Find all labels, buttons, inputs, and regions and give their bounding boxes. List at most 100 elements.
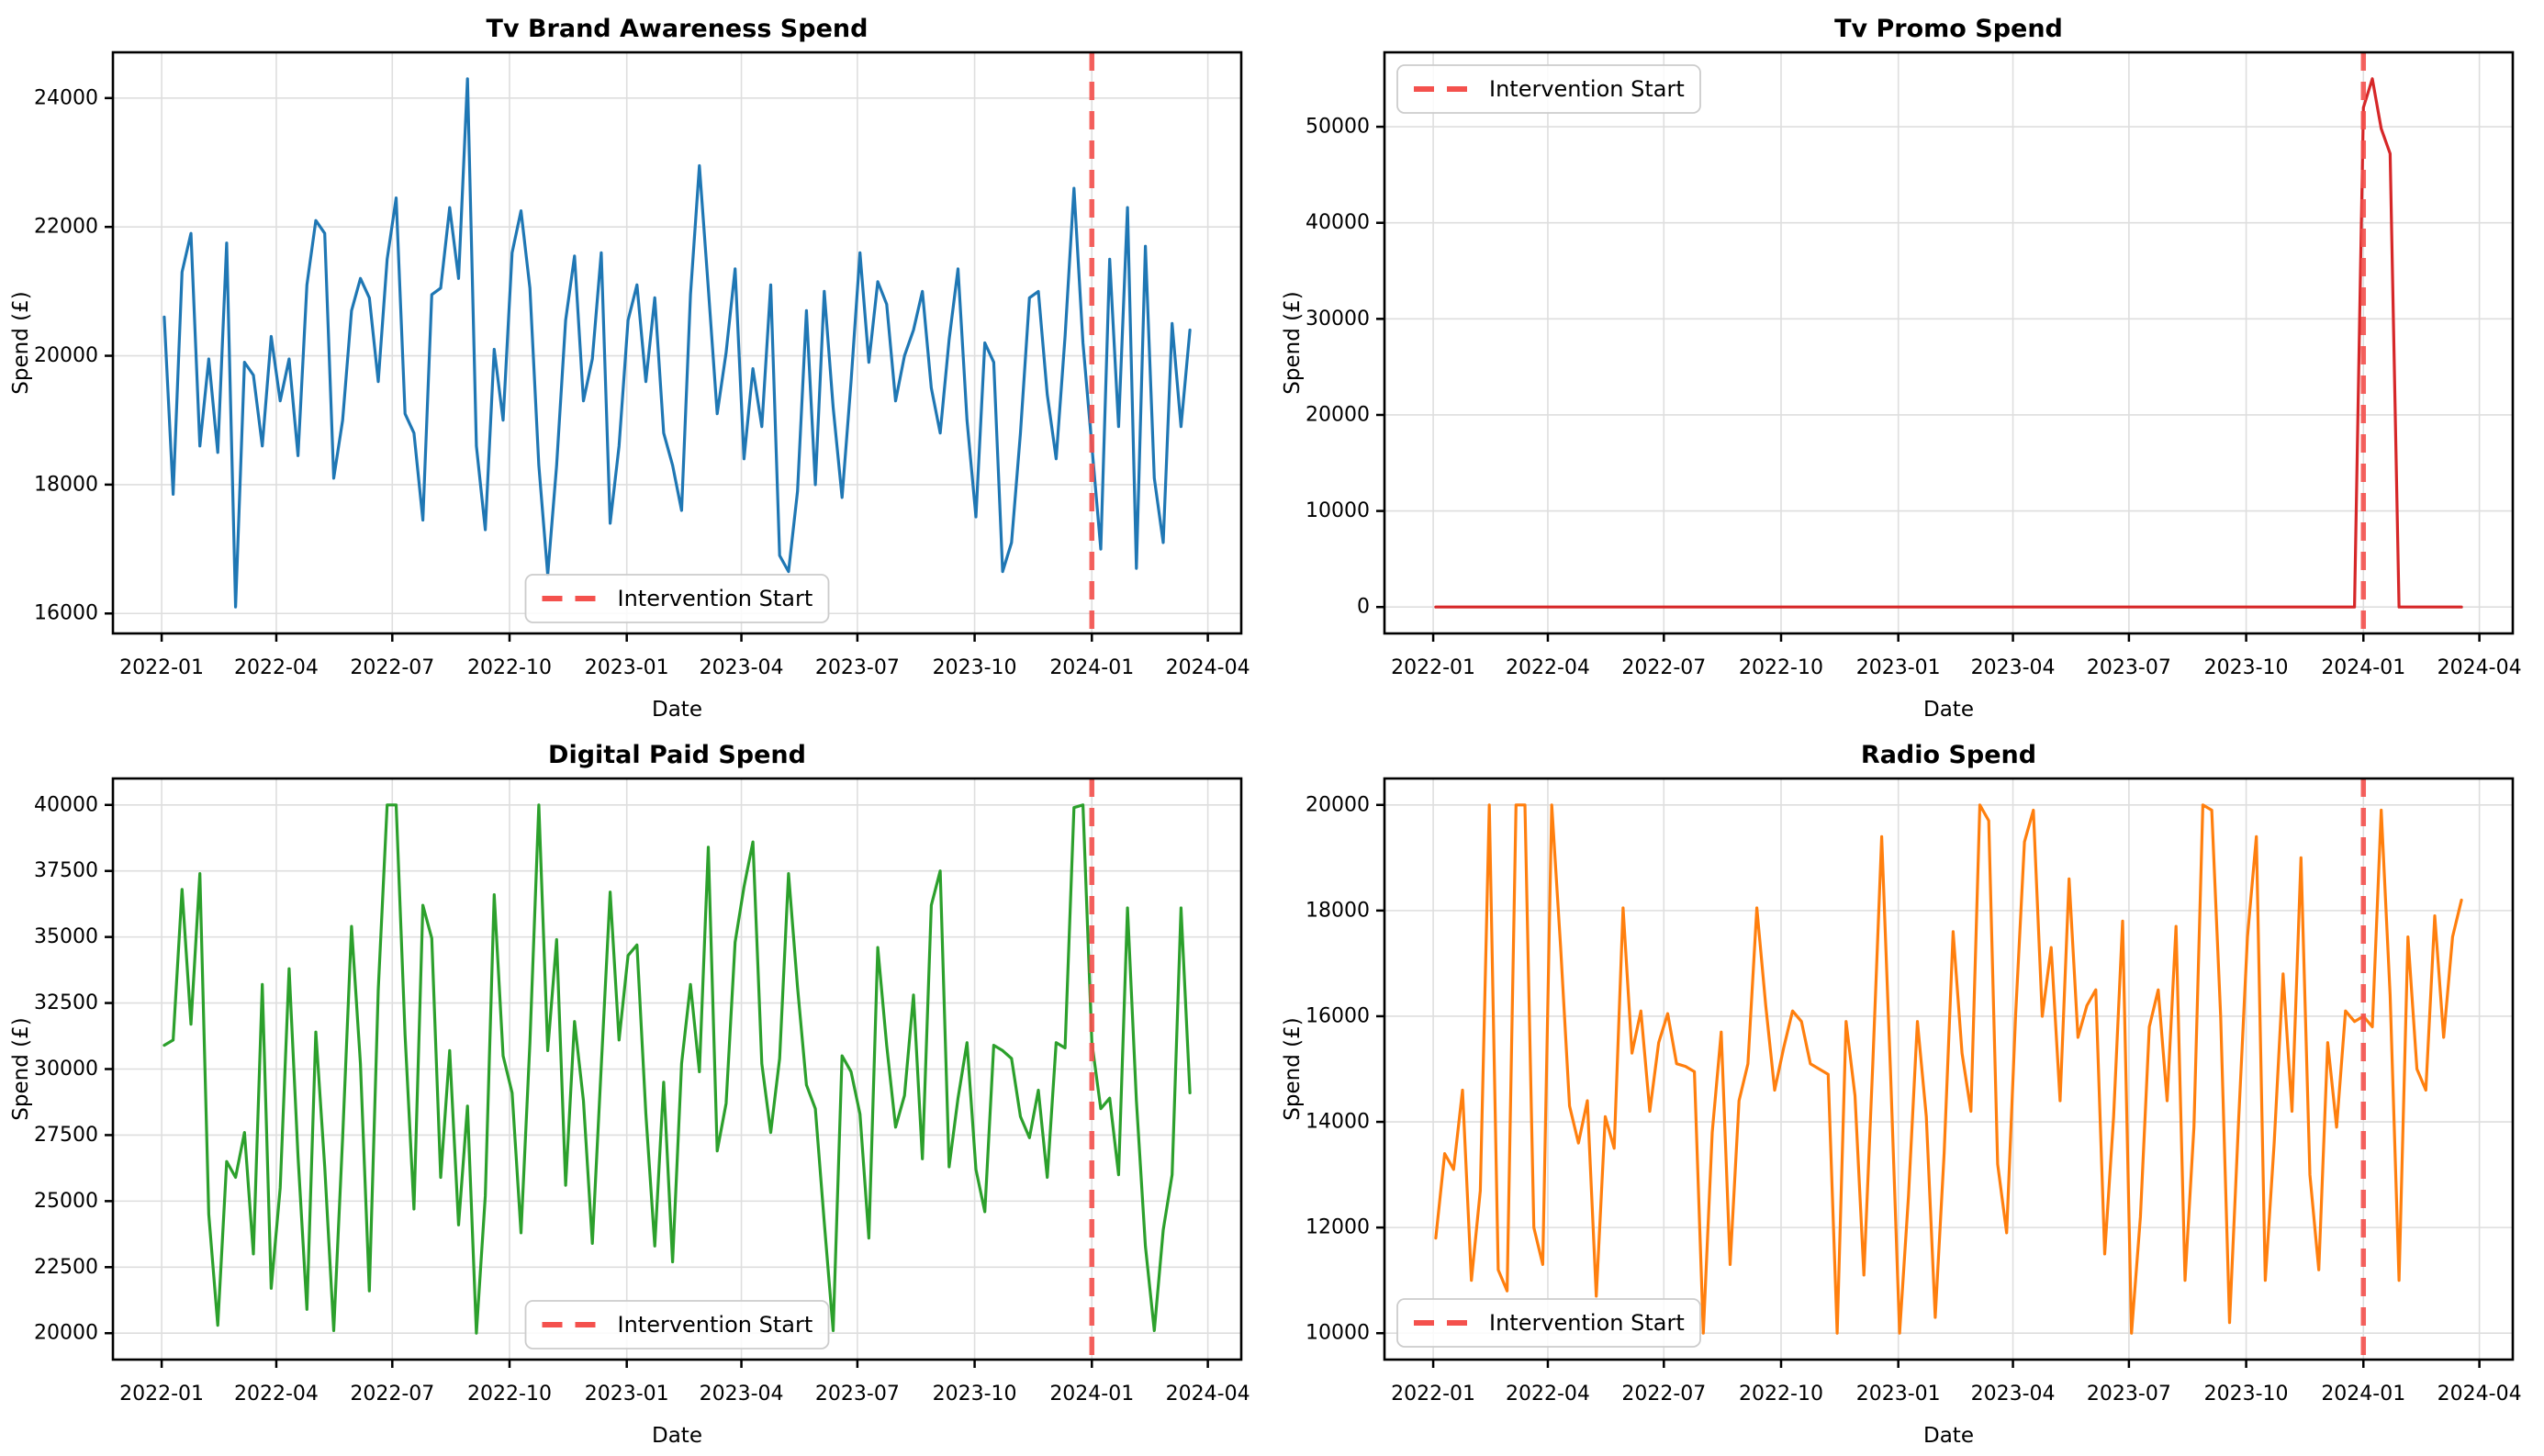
x-tick-label: 2024-04 xyxy=(2438,656,2522,679)
y-tick-label: 16000 xyxy=(1306,1004,1370,1027)
x-tick-label: 2023-04 xyxy=(700,656,784,679)
legend: Intervention Start xyxy=(524,1300,830,1350)
chart-title: Radio Spend xyxy=(1861,741,2036,769)
x-axis-label: Date xyxy=(652,698,702,722)
y-tick-label: 20000 xyxy=(34,344,98,367)
legend: Intervention Start xyxy=(1396,1298,1701,1348)
x-tick-label: 2023-10 xyxy=(933,656,1017,679)
chart-tv-promo-spend: 2022-01 2022-04 2022-07 2022-10 2023-01 2023-… xyxy=(1281,15,2522,722)
x-tick-label: 2023-01 xyxy=(585,1383,669,1406)
legend: Intervention Start xyxy=(1396,64,1701,114)
x-tick-label: 2024-04 xyxy=(2438,1383,2522,1406)
x-axis-label: Date xyxy=(1923,698,1974,722)
x-tick-label: 2022-10 xyxy=(467,1383,552,1406)
grid xyxy=(1384,52,2513,633)
x-tick-label: 2024-04 xyxy=(1166,656,1250,679)
x-tick-label: 2022-10 xyxy=(1739,1383,1823,1406)
ticks xyxy=(1376,803,2481,1368)
y-tick-label: 40000 xyxy=(1306,211,1370,234)
chart-cell-tv-brand-awareness: 2022-01 2022-04 2022-07 2022-10 2023-01 2023-… xyxy=(0,0,1272,726)
y-tick-label: 16000 xyxy=(34,602,98,625)
x-tick-label: 2022-04 xyxy=(1506,1383,1590,1406)
y-tick-label: 22000 xyxy=(34,216,98,239)
legend-box xyxy=(524,1300,830,1350)
plot-border xyxy=(111,50,1243,635)
series-line xyxy=(1434,77,2463,609)
y-tick-label: 27500 xyxy=(34,1124,98,1147)
x-tick-label: 2022-01 xyxy=(1391,1383,1475,1406)
chart-tv-brand-awareness-spend: 2022-01 2022-04 2022-07 2022-10 2023-01 2023-… xyxy=(9,15,1250,722)
chart-title: Tv Promo Spend xyxy=(1834,15,2063,43)
y-tick-label: 30000 xyxy=(1306,308,1370,330)
y-axis-label: Spend (£) xyxy=(1281,291,1305,394)
x-tick-label: 2022-07 xyxy=(1621,1383,1706,1406)
x-tick-label: 2022-01 xyxy=(119,1383,204,1406)
x-tick-label: 2023-01 xyxy=(585,656,669,679)
chart-cell-radio: 2022-01 2022-04 2022-07 2022-10 2023-01 2023-… xyxy=(1272,726,2544,1452)
x-axis-label: Date xyxy=(1923,1424,1974,1448)
x-tick-label: 2023-04 xyxy=(1971,656,2056,679)
legend-label: Intervention Start xyxy=(1489,76,1685,102)
x-tick-label: 2024-01 xyxy=(2321,1383,2405,1406)
x-tick-label: 2024-01 xyxy=(2321,656,2405,679)
legend-label: Intervention Start xyxy=(1489,1310,1685,1336)
y-axis-label: Spend (£) xyxy=(1281,1017,1305,1120)
x-tick-label: 2023-07 xyxy=(2087,656,2171,679)
x-tick-label: 2022-10 xyxy=(467,656,552,679)
y-tick-label: 18000 xyxy=(34,473,98,496)
grid xyxy=(113,52,1241,633)
y-tick-label: 25000 xyxy=(34,1190,98,1213)
series-line xyxy=(1434,803,2463,1335)
plot-border xyxy=(1383,777,2515,1361)
y-tick-label: 18000 xyxy=(1306,899,1370,922)
y-tick-label: 10000 xyxy=(1306,499,1370,522)
y-tick-label: 22500 xyxy=(34,1256,98,1279)
legend-label: Intervention Start xyxy=(618,1312,813,1338)
chart-title: Tv Brand Awareness Spend xyxy=(487,15,869,43)
chart-cell-tv-promo: 2022-01 2022-04 2022-07 2022-10 2023-01 2023-… xyxy=(1272,0,2544,726)
ticks xyxy=(1376,125,2481,642)
y-tick-label: 20000 xyxy=(1306,793,1370,816)
x-tick-label: 2022-07 xyxy=(350,656,434,679)
y-tick-label: 24000 xyxy=(34,86,98,109)
x-tick-label: 2023-07 xyxy=(2087,1383,2171,1406)
x-tick-label: 2023-07 xyxy=(815,656,900,679)
y-axis-label: Spend (£) xyxy=(9,1017,33,1120)
x-tick-label: 2023-10 xyxy=(2204,656,2289,679)
legend-box xyxy=(1396,64,1701,114)
x-tick-label: 2022-04 xyxy=(234,656,319,679)
x-tick-label: 2023-01 xyxy=(1856,1383,1941,1406)
y-axis-label: Spend (£) xyxy=(9,291,33,394)
y-tick-label: 20000 xyxy=(34,1322,98,1345)
legend-box xyxy=(524,574,830,623)
y-tick-label: 35000 xyxy=(34,925,98,948)
x-tick-label: 2022-01 xyxy=(119,656,204,679)
x-tick-label: 2023-10 xyxy=(2204,1383,2289,1406)
y-tick-label: 50000 xyxy=(1306,116,1370,139)
legend-label: Intervention Start xyxy=(618,586,813,611)
x-tick-label: 2023-07 xyxy=(815,1383,900,1406)
x-axis-label: Date xyxy=(652,1424,702,1448)
ticks xyxy=(105,803,1209,1368)
x-tick-label: 2024-01 xyxy=(1049,656,1134,679)
ticks xyxy=(105,96,1209,642)
x-tick-label: 2022-04 xyxy=(1506,656,1590,679)
legend: Intervention Start xyxy=(524,574,830,623)
x-tick-label: 2023-10 xyxy=(933,1383,1017,1406)
y-tick-label: 32500 xyxy=(34,991,98,1014)
chart-title: Digital Paid Spend xyxy=(548,741,806,769)
y-tick-label: 30000 xyxy=(34,1058,98,1081)
x-tick-label: 2023-01 xyxy=(1856,656,1941,679)
chart-cell-digital-paid: 2022-01 2022-04 2022-07 2022-10 2023-01 2023-… xyxy=(0,726,1272,1452)
y-tick-label: 40000 xyxy=(34,793,98,816)
y-tick-label: 12000 xyxy=(1306,1216,1370,1239)
y-tick-label: 10000 xyxy=(1306,1322,1370,1345)
y-tick-label: 14000 xyxy=(1306,1111,1370,1134)
x-tick-label: 2024-04 xyxy=(1166,1383,1250,1406)
y-tick-label: 0 xyxy=(1357,596,1370,619)
y-tick-label: 37500 xyxy=(34,859,98,882)
x-tick-label: 2024-01 xyxy=(1049,1383,1134,1406)
series-line xyxy=(163,77,1192,609)
chart-digital-paid-spend: 2022-01 2022-04 2022-07 2022-10 2023-01 2023-… xyxy=(9,741,1250,1448)
